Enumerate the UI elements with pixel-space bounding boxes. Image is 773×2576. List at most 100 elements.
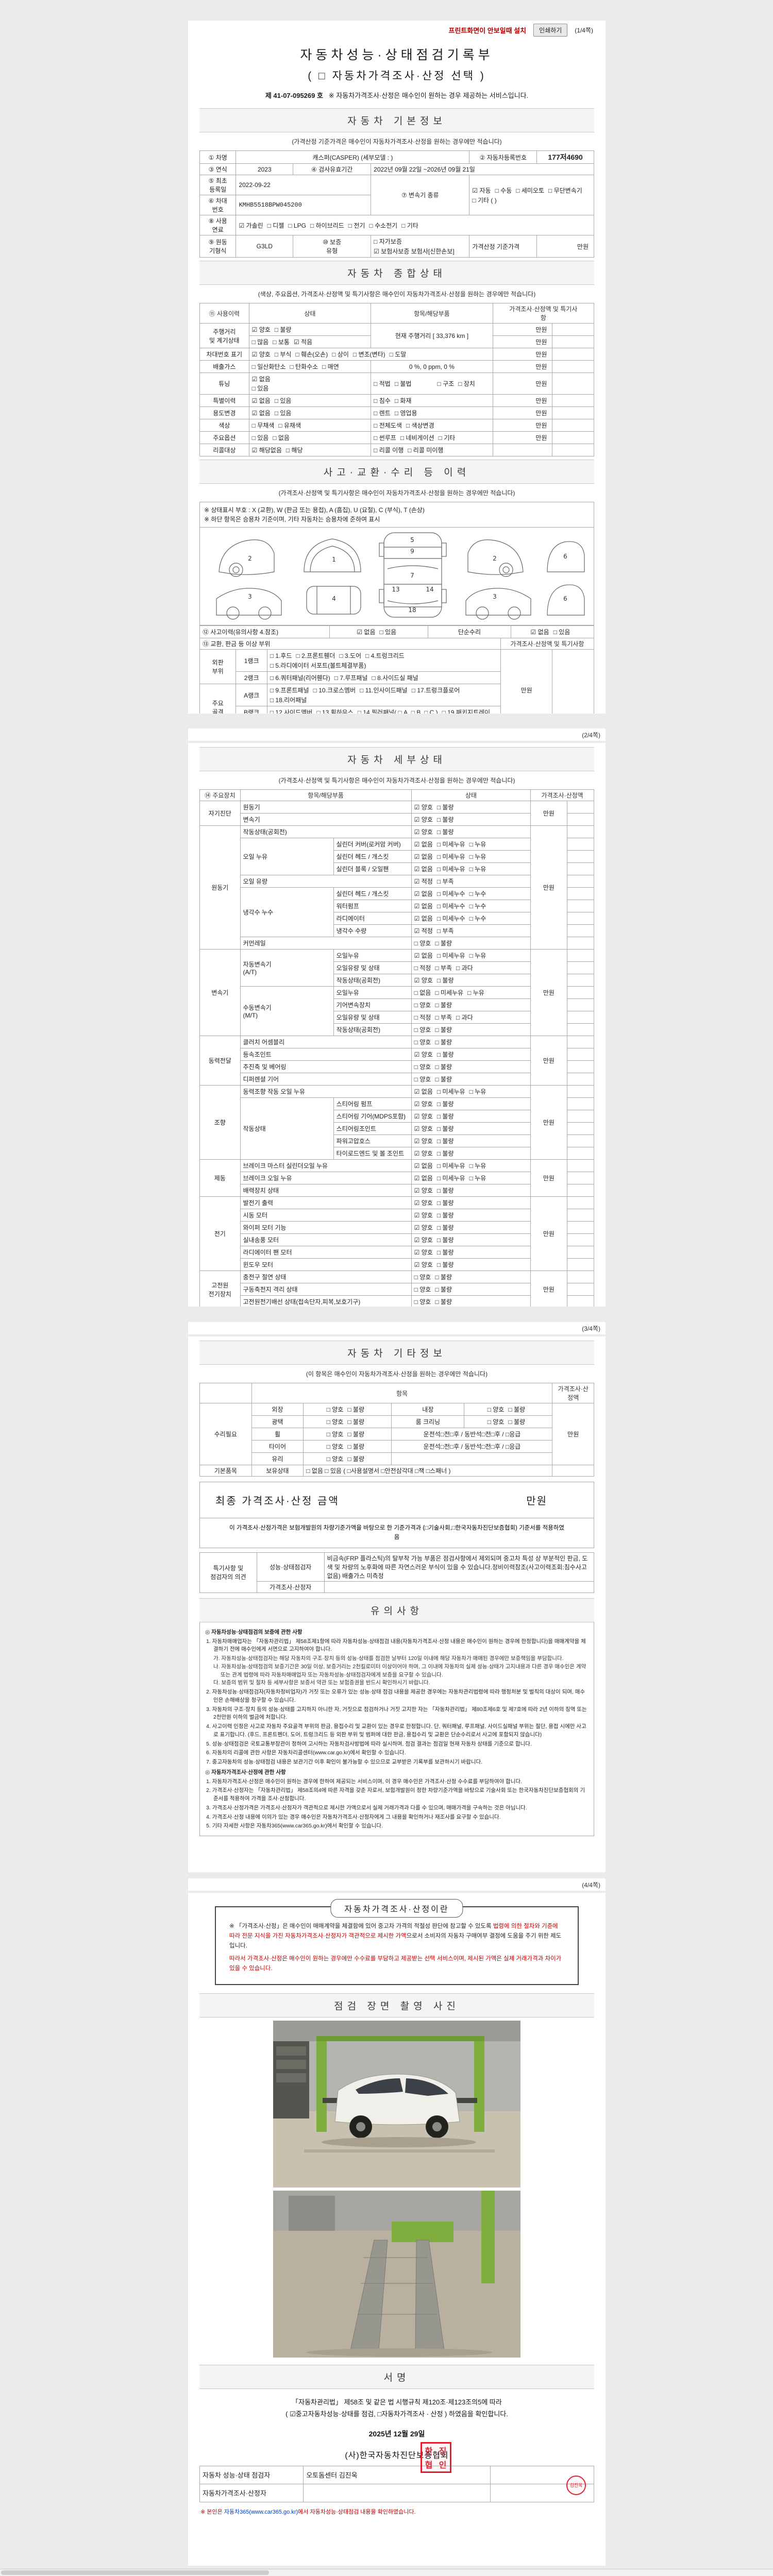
checkbox-checked[interactable]: ☑ 양호 bbox=[414, 828, 433, 836]
checkbox-checked[interactable]: ☑ 해당없음 bbox=[251, 447, 282, 454]
checkbox-unchecked[interactable]: □ 양호 bbox=[487, 1418, 505, 1426]
checkbox-checked[interactable]: ☑ 없음 bbox=[414, 890, 433, 897]
checkbox-unchecked[interactable]: □ 4.트렁크리드 bbox=[365, 652, 405, 659]
checkbox-unchecked[interactable]: □ 양호 bbox=[414, 1063, 431, 1071]
checkbox-unchecked[interactable]: □ 썬루프 bbox=[374, 434, 396, 442]
checkbox-unchecked[interactable]: □ 기타 ( ) bbox=[472, 196, 497, 204]
checkbox-unchecked[interactable]: □ 양호 bbox=[414, 1076, 431, 1083]
checkbox-checked[interactable]: ☑ 없음 bbox=[251, 397, 271, 404]
checkbox-unchecked[interactable]: □ 미세누유 bbox=[436, 952, 465, 959]
checkbox-unchecked[interactable]: □ 누유 bbox=[469, 866, 486, 873]
checkbox-unchecked[interactable]: □ 미세누유 bbox=[436, 1175, 465, 1182]
checkbox-unchecked[interactable]: □ 양호 bbox=[414, 940, 431, 947]
checkbox-checked[interactable]: ☑ 양호 bbox=[414, 1249, 433, 1256]
checkbox-unchecked[interactable]: □ 불량 bbox=[435, 1039, 452, 1046]
checkbox-unchecked[interactable]: □ 누유 bbox=[469, 853, 486, 860]
checkbox-unchecked[interactable]: □ 미세누유 bbox=[436, 841, 465, 848]
checkbox-unchecked[interactable]: □ 양호 bbox=[414, 1286, 431, 1293]
checkbox-checked[interactable]: ☑ 없음 bbox=[414, 903, 433, 910]
checkbox-unchecked[interactable]: □ 불량 bbox=[435, 1286, 452, 1293]
checkbox-unchecked[interactable]: □ 탄화수소 bbox=[290, 363, 318, 370]
checkbox-unchecked[interactable]: □ 전체도색 bbox=[374, 422, 402, 429]
checkbox-unchecked[interactable]: □ 불량 bbox=[347, 1431, 364, 1438]
checkbox-unchecked[interactable]: □ 2.프론트휀더 bbox=[296, 652, 335, 659]
checkbox-unchecked[interactable]: □ 있음 bbox=[251, 385, 269, 392]
checkbox-unchecked[interactable]: □ 하이브리드 bbox=[310, 222, 344, 229]
checkbox-unchecked[interactable]: □ 양호 bbox=[414, 1274, 431, 1281]
checkbox-checked[interactable]: ☑ 양호 bbox=[414, 1199, 433, 1207]
checkbox-unchecked[interactable]: □ LPG bbox=[288, 222, 306, 229]
checkbox-checked[interactable]: ☑ 적음 bbox=[293, 338, 313, 346]
checkbox-unchecked[interactable]: □ 리콜 미이행 bbox=[408, 447, 444, 454]
checkbox-unchecked[interactable]: □ 적정 bbox=[414, 1014, 431, 1021]
checkbox-checked[interactable]: ☑ 없음 bbox=[414, 1162, 433, 1170]
checkbox-unchecked[interactable]: □ 부족 bbox=[436, 927, 454, 935]
scrollbar-thumb[interactable] bbox=[1, 2570, 269, 2575]
checkbox-unchecked[interactable]: □ 수소전기 bbox=[369, 222, 398, 229]
checkbox-unchecked[interactable]: □ 화재 bbox=[394, 397, 412, 404]
checkbox-unchecked[interactable]: □ 양호 bbox=[414, 1298, 431, 1306]
checkbox-unchecked[interactable]: □ 불량 bbox=[347, 1455, 364, 1463]
horizontal-scrollbar[interactable] bbox=[0, 2569, 773, 2576]
checkbox-checked[interactable]: ☑ 양호 bbox=[251, 326, 271, 333]
checkbox-unchecked[interactable]: □ 영업용 bbox=[394, 410, 417, 417]
checkbox-unchecked[interactable]: □ 상이 bbox=[332, 351, 349, 358]
checkbox-unchecked[interactable]: □ 불량 bbox=[508, 1406, 526, 1413]
checkbox-unchecked[interactable]: □ 불량 bbox=[347, 1418, 364, 1426]
checkbox-checked[interactable]: ☑ 적정 bbox=[414, 878, 433, 885]
checkbox-checked[interactable]: ☑ 양호 bbox=[414, 1187, 433, 1194]
checkbox-unchecked[interactable]: □ 누유 bbox=[469, 1088, 486, 1095]
checkbox-unchecked[interactable]: □ 해당 bbox=[285, 447, 303, 454]
checkbox-unchecked[interactable]: □ 자가보증 bbox=[374, 238, 402, 245]
checkbox-checked[interactable]: ☑ 양호 bbox=[414, 977, 433, 984]
checkbox-unchecked[interactable]: □ 7.루프패널 bbox=[334, 674, 368, 682]
checkbox-unchecked[interactable]: □ 불량 bbox=[436, 1100, 454, 1108]
checkbox-unchecked[interactable]: □ 훼손(오손) bbox=[295, 351, 328, 358]
checkbox-unchecked[interactable]: □ 양호 bbox=[326, 1431, 344, 1438]
checkbox-unchecked[interactable]: □ 있음 bbox=[274, 397, 292, 404]
checkbox-unchecked[interactable]: □ 불량 bbox=[435, 1063, 452, 1071]
checkbox-unchecked[interactable]: □ 보통 bbox=[273, 338, 290, 346]
checkbox-unchecked[interactable]: □ 누수 bbox=[469, 903, 486, 910]
checkbox-unchecked[interactable]: □ 누수 bbox=[469, 890, 486, 897]
checkbox-unchecked[interactable]: □ 양호 bbox=[414, 1039, 431, 1046]
checkbox-unchecked[interactable]: □ 수동 bbox=[495, 187, 512, 194]
checkbox-unchecked[interactable]: □ 구조 bbox=[437, 380, 455, 387]
checkbox-unchecked[interactable]: □ 미세누수 bbox=[436, 915, 465, 922]
checkbox-unchecked[interactable]: □ 불량 bbox=[436, 1199, 454, 1207]
checkbox-checked[interactable]: ☑ 양호 bbox=[414, 1051, 433, 1058]
checkbox-checked[interactable]: ☑ 양호 bbox=[251, 351, 271, 358]
checkbox-unchecked[interactable]: □ 불량 bbox=[436, 1187, 454, 1194]
checkbox-unchecked[interactable]: □ 19.패키지트레이 bbox=[442, 709, 491, 714]
checkbox-unchecked[interactable]: □ 8.사이드실 패널 bbox=[372, 674, 418, 682]
checkbox-unchecked[interactable]: □ 양호 bbox=[414, 1026, 431, 1033]
checkbox-unchecked[interactable]: □ 전기 bbox=[348, 222, 365, 229]
checkbox-unchecked[interactable]: □ 불량 bbox=[508, 1418, 526, 1426]
checkbox-checked[interactable]: ☑ 없음 bbox=[414, 866, 433, 873]
checkbox-unchecked[interactable]: □ 기타 bbox=[401, 222, 418, 229]
checkbox-unchecked[interactable]: □ 변조(변타) bbox=[352, 351, 385, 358]
checkbox-unchecked[interactable]: □ 일산화탄소 bbox=[251, 363, 286, 370]
checkbox-unchecked[interactable]: □ 불량 bbox=[435, 1002, 452, 1009]
checkbox-unchecked[interactable]: □ 미세누유 bbox=[436, 866, 465, 873]
checkbox-unchecked[interactable]: □ 양호 bbox=[326, 1443, 344, 1450]
checkbox-unchecked[interactable]: □ 무채색 bbox=[251, 422, 275, 429]
checkbox-checked[interactable]: ☑ 없음 bbox=[414, 1088, 433, 1095]
checkbox-unchecked[interactable]: □ 누유 bbox=[469, 1175, 486, 1182]
checkbox-unchecked[interactable]: □ 양호 bbox=[326, 1455, 344, 1463]
checkbox-unchecked[interactable]: □ 17.트렁크플로어 bbox=[411, 687, 460, 694]
checkbox-unchecked[interactable]: □ 13.휠하우스 bbox=[316, 709, 354, 714]
checkbox-unchecked[interactable]: □ 불량 bbox=[435, 940, 452, 947]
checkbox-unchecked[interactable]: □ 불량 bbox=[436, 977, 454, 984]
checkbox-unchecked[interactable]: □ 과다 bbox=[456, 964, 473, 972]
checkbox-checked[interactable]: ☑ 없음 bbox=[251, 410, 271, 417]
checkbox-unchecked[interactable]: □ 렌트 bbox=[374, 410, 391, 417]
checkbox-unchecked[interactable]: □ 미세누유 bbox=[435, 989, 464, 996]
checkbox-unchecked[interactable]: □ 불량 bbox=[436, 1249, 454, 1256]
checkbox-checked[interactable]: ☑ 적정 bbox=[414, 927, 433, 935]
checkbox-unchecked[interactable]: □ 적정 bbox=[414, 964, 431, 972]
checkbox-unchecked[interactable]: □ 부족 bbox=[436, 878, 454, 885]
checkbox-unchecked[interactable]: □ 유채색 bbox=[278, 422, 301, 429]
checkbox-unchecked[interactable]: □ 불량 bbox=[435, 1076, 452, 1083]
checkbox-unchecked[interactable]: □ 미세누유 bbox=[436, 853, 465, 860]
